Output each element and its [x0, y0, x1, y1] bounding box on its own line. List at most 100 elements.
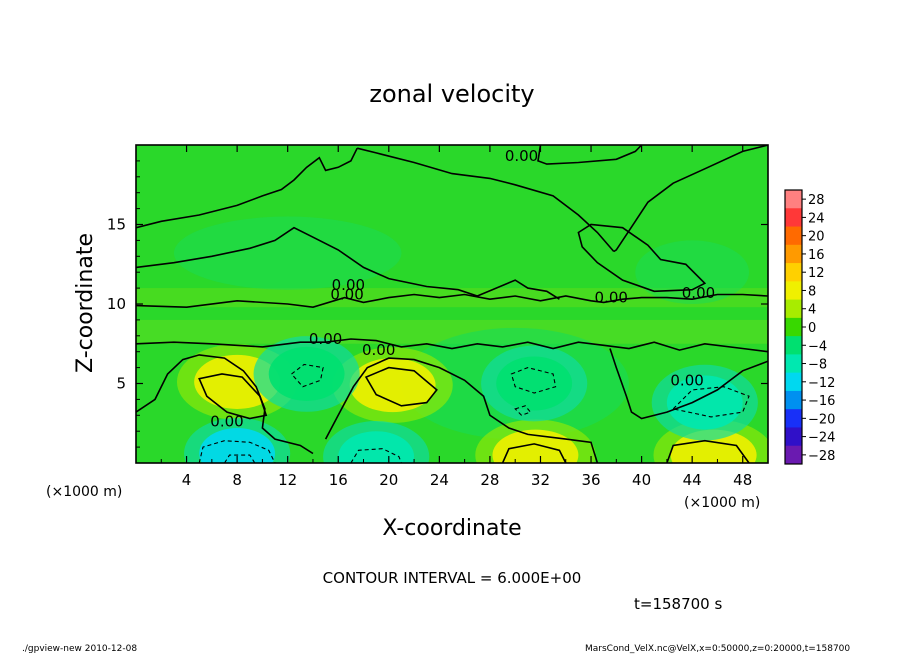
colorbar-swatch — [785, 317, 802, 337]
colorbar-label: −16 — [808, 394, 835, 409]
colorbar-swatch — [785, 390, 802, 410]
velocity-field — [136, 216, 768, 463]
negative-core — [199, 428, 276, 463]
positive-contour — [501, 443, 567, 463]
positive-contour — [198, 373, 268, 420]
footer-right: MarsCond_VelX.nc@VelX,x=0:50000,z=0:2000… — [585, 644, 850, 654]
x-tick-label: 20 — [379, 471, 398, 489]
colorbar-swatch — [785, 299, 802, 319]
colorbar-label: 12 — [808, 266, 825, 281]
negative-core — [268, 346, 345, 401]
contour-label: 0.00 — [595, 289, 628, 307]
positive-band — [136, 288, 768, 308]
contour-label: 0.00 — [309, 330, 342, 348]
negative-core — [338, 431, 415, 463]
colorbar-swatch — [785, 409, 802, 428]
colorbar-label: 28 — [808, 193, 825, 208]
colorbar-label: 20 — [808, 230, 825, 245]
x-tick-label: 24 — [430, 471, 449, 489]
contour-label: 0.00 — [362, 341, 395, 359]
colorbar-label: 4 — [808, 303, 816, 318]
chart-title: zonal velocity — [369, 80, 534, 108]
negative-contour — [672, 386, 750, 418]
x-tick-label: 16 — [329, 471, 348, 489]
x-tick-label: 12 — [278, 471, 297, 489]
y-tick-label: 15 — [107, 216, 126, 234]
negative-contour — [198, 440, 276, 463]
negative-core — [496, 356, 573, 411]
zero-contour — [609, 348, 768, 420]
colorbar: 28 24 20 16 12 8 4 0 −4 −8 −12 −16 −20 −24 −28 — [784, 189, 835, 465]
negative-patch — [173, 216, 402, 290]
colorbar-label: −4 — [808, 339, 827, 354]
time-label: t=158700 s — [634, 595, 722, 613]
x-tick-label: 48 — [733, 471, 752, 489]
colorbar-swatch — [785, 427, 802, 447]
negative-contour — [514, 405, 532, 416]
colorbar-label: −8 — [808, 358, 827, 373]
y-unit-label: (×1000 m) — [46, 484, 122, 500]
colorbar-label: 0 — [808, 321, 816, 336]
contour-label: 0.00 — [505, 147, 538, 165]
contour-label: 0.00 — [682, 284, 715, 302]
negative-patch — [635, 240, 750, 304]
x-tick-label: 4 — [182, 471, 192, 489]
colorbar-label: −28 — [808, 449, 835, 464]
colorbar-swatch — [785, 336, 802, 355]
colorbar-label: 16 — [808, 248, 825, 263]
x-tick-label: 36 — [581, 471, 600, 489]
colorbar-label: −24 — [808, 431, 835, 446]
contour-lines — [136, 145, 768, 463]
zero-contour — [136, 226, 560, 300]
negative-core — [666, 375, 743, 430]
zero-contour — [537, 145, 643, 165]
zero-contour — [136, 338, 768, 353]
positive-contour — [364, 366, 438, 407]
colorbar-swatch — [785, 372, 802, 392]
colorbar-label: −12 — [808, 376, 835, 391]
positive-contour — [666, 439, 750, 463]
contour-interval-text: CONTOUR INTERVAL = 6.000E+00 — [323, 569, 582, 587]
y-tick-label: 10 — [107, 295, 126, 313]
colorbar-label: −20 — [808, 412, 835, 427]
x-axis: 4 8 12 16 20 24 28 32 36 40 44 48 — [160, 145, 769, 489]
contour-label: 0.00 — [210, 413, 243, 431]
plot-area: 0.000.000.000.000.000.000.000.000.00 — [135, 144, 769, 464]
y-axis: 5 10 15 — [107, 160, 768, 448]
colorbar-swatch — [785, 281, 802, 301]
y-axis-label: Z-coordinate — [73, 233, 98, 373]
colorbar-swatch — [785, 226, 802, 246]
colorbar-label: 24 — [808, 211, 825, 226]
zero-contour — [357, 147, 615, 253]
colorbar-swatch — [785, 244, 802, 264]
x-axis-label: X-coordinate — [382, 516, 521, 541]
footer-left: ./gpview-new 2010-12-08 — [22, 644, 137, 654]
negative-contour — [510, 367, 557, 394]
zero-contour — [136, 147, 358, 229]
colorbar-swatch — [785, 354, 802, 374]
positive-core — [349, 358, 436, 413]
colorbar-swatch — [785, 190, 802, 209]
y-tick-label: 5 — [116, 375, 126, 393]
zero-contour — [136, 293, 768, 309]
x-tick-label: 44 — [683, 471, 702, 489]
zero-contour — [613, 145, 768, 253]
zero-contour — [324, 357, 599, 463]
colorbar-swatch — [785, 208, 802, 228]
negative-contour — [350, 448, 402, 463]
colorbar-swatch — [785, 263, 802, 282]
contour-label: 0.00 — [330, 285, 363, 303]
colorbar-swatch — [785, 445, 802, 465]
contour-label: 0.00 — [332, 276, 365, 294]
zero-contour — [577, 223, 707, 293]
x-tick-label: 28 — [480, 471, 499, 489]
x-tick-label: 40 — [632, 471, 651, 489]
x-tick-label: 8 — [232, 471, 242, 489]
x-unit-label: (×1000 m) — [684, 495, 760, 511]
x-tick-label: 32 — [531, 471, 550, 489]
contour-label: 0.00 — [670, 371, 703, 389]
colorbar-label: 8 — [808, 284, 816, 299]
contour-labels: 0.000.000.000.000.000.000.000.000.00 — [210, 147, 715, 431]
zero-contour — [136, 354, 314, 455]
